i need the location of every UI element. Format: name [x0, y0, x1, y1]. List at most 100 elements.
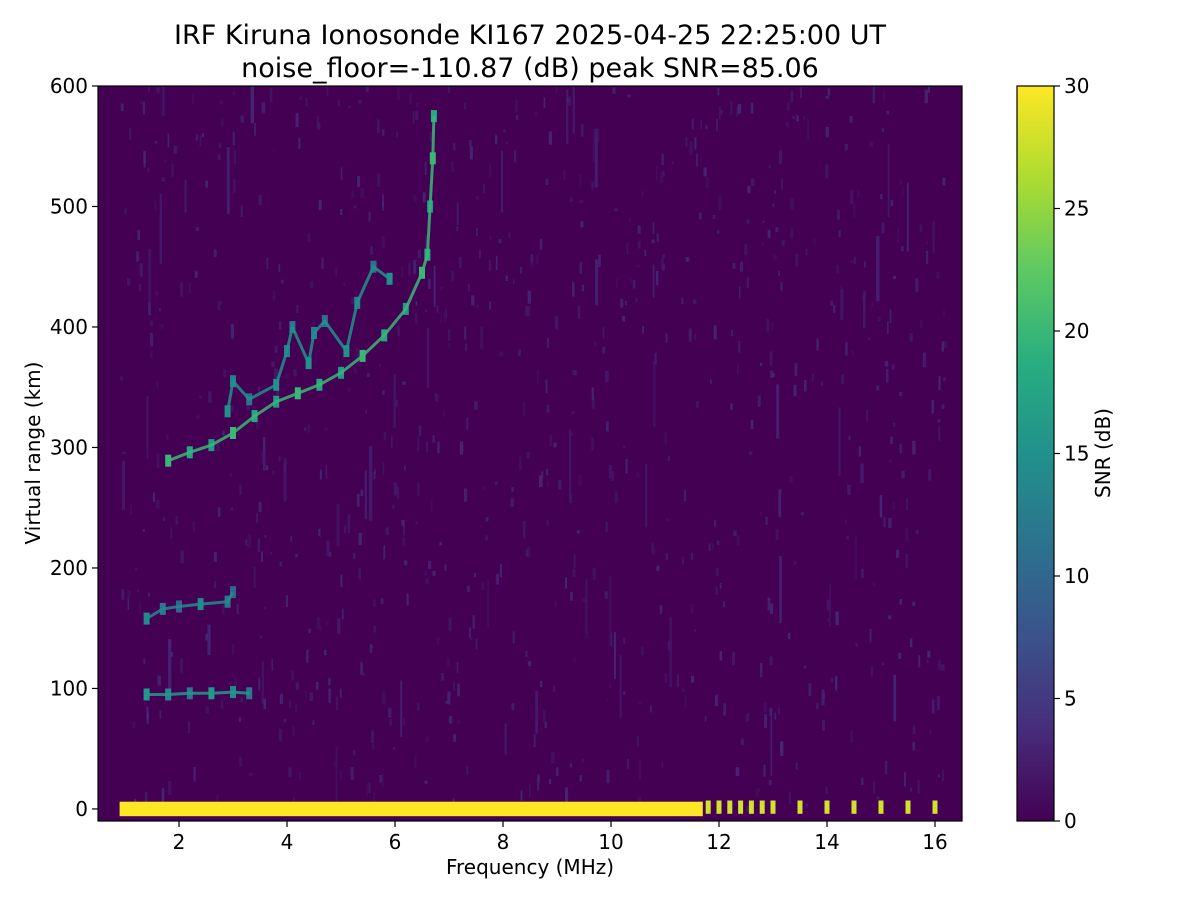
channel-mark: [727, 800, 733, 814]
noise-streak: [604, 591, 608, 599]
noise-streak: [516, 115, 519, 120]
noise-streak: [614, 491, 618, 504]
noise-streak: [929, 729, 932, 735]
noise-streak: [380, 598, 384, 604]
noise-streak: [700, 120, 703, 129]
noise-streak: [448, 329, 451, 341]
noise-streak: [776, 384, 780, 439]
noise-streak: [606, 769, 610, 784]
noise-streak: [598, 254, 601, 268]
noise-streak: [928, 86, 930, 93]
noise-streak: [565, 577, 567, 589]
noise-streak: [417, 436, 420, 452]
noise-streak: [233, 91, 236, 95]
noise-streak: [773, 255, 777, 260]
noise-streak: [612, 87, 616, 94]
noise-streak: [778, 708, 780, 715]
noise-streak: [414, 755, 417, 768]
noise-streak: [870, 667, 874, 677]
noise-streak: [453, 142, 456, 151]
noise-streak: [775, 227, 779, 232]
noise-streak: [530, 254, 533, 264]
noise-streak: [426, 441, 428, 452]
noise-streak: [373, 626, 377, 633]
noise-streak: [759, 512, 762, 515]
noise-streak: [579, 261, 582, 275]
noise-streak: [755, 788, 760, 798]
noise-streak: [768, 165, 771, 169]
noise-streak: [718, 196, 722, 211]
noise-streak: [838, 230, 841, 238]
noise-streak: [508, 232, 511, 238]
noise-streak: [258, 501, 262, 512]
noise-streak: [356, 347, 360, 366]
channel-mark: [770, 800, 776, 814]
noise-streak: [545, 379, 548, 394]
noise-streak: [337, 99, 341, 107]
noise-streak: [447, 86, 450, 93]
noise-streak: [881, 222, 885, 234]
noise-streak: [905, 554, 909, 568]
noise-streak: [448, 618, 452, 632]
noise-streak: [553, 685, 556, 692]
noise-streak: [514, 149, 517, 163]
noise-streak: [511, 703, 515, 711]
noise-streak: [377, 119, 380, 134]
noise-streak: [909, 333, 913, 342]
noise-streak: [154, 200, 157, 211]
noise-streak: [470, 637, 473, 641]
noise-streak: [704, 716, 707, 722]
noise-streak: [136, 251, 139, 262]
noise-streak: [576, 530, 580, 534]
noise-streak: [757, 395, 761, 407]
noise-streak: [737, 363, 739, 375]
noise-streak: [780, 282, 783, 286]
noise-streak: [377, 173, 381, 187]
noise-streak: [353, 553, 356, 559]
echo-feature: [143, 586, 236, 625]
noise-streak: [232, 179, 236, 193]
noise-streak: [365, 86, 369, 92]
noise-streak: [295, 554, 299, 558]
noise-streak: [827, 88, 831, 96]
noise-streak: [854, 535, 857, 579]
noise-streak: [535, 253, 539, 265]
noise-streak: [889, 309, 892, 323]
noise-streak: [221, 118, 224, 127]
noise-streak: [574, 370, 577, 376]
noise-streak: [767, 229, 771, 238]
noise-streak: [767, 597, 771, 611]
noise-streak: [367, 373, 370, 377]
noise-streak: [269, 88, 273, 102]
noise-streak: [272, 149, 275, 153]
channel-mark: [705, 800, 711, 814]
noise-streak: [465, 343, 467, 352]
noise-streak: [732, 262, 736, 269]
noise-streak: [381, 236, 385, 249]
noise-streak: [529, 784, 531, 799]
noise-streak: [902, 186, 904, 197]
noise-streak: [222, 430, 225, 436]
noise-streak: [145, 792, 148, 807]
noise-streak: [234, 678, 237, 688]
noise-streak: [474, 572, 476, 578]
noise-streak: [943, 309, 945, 317]
noise-streak: [293, 369, 297, 377]
noise-streak: [258, 194, 262, 206]
noise-streak: [863, 290, 866, 329]
noise-streak: [554, 316, 559, 330]
noise-streak: [790, 228, 794, 239]
noise-streak: [750, 102, 754, 114]
noise-streak: [440, 286, 443, 290]
noise-streak: [475, 196, 479, 200]
noise-streak: [830, 300, 833, 306]
noise-streak: [792, 116, 795, 119]
noise-streak: [464, 326, 467, 340]
noise-streak: [466, 585, 470, 592]
noise-streak: [619, 655, 622, 718]
channel-mark: [759, 800, 765, 814]
noise-streak: [433, 265, 436, 308]
noise-streak: [256, 513, 258, 524]
noise-streak: [713, 325, 717, 340]
